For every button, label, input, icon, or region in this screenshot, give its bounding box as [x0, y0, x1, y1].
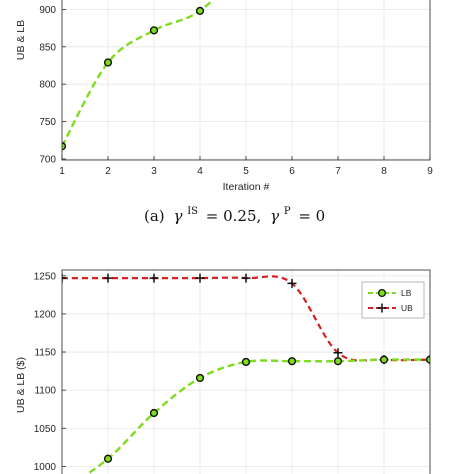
top-x-tick-label: 5	[243, 166, 249, 177]
bottom-y-tick-label: 1000	[34, 462, 57, 473]
bottom-y-tick-label: 1250	[34, 271, 57, 282]
top-y-tick-label: 700	[39, 155, 56, 166]
top-lb-point	[195, 6, 205, 15]
caption-superscript-1: IS	[187, 206, 198, 217]
legend-ub-label: UB	[401, 303, 413, 313]
caption-gamma-2: γ	[270, 207, 279, 225]
top-chart: 1 2 3 4 5 6 7 8 9 700 750 800 850 900 Iteration # UB …	[15, 0, 433, 225]
legend-box	[361, 281, 425, 319]
bottom-ub-point	[333, 348, 343, 358]
top-x-tick-label: 2	[105, 166, 111, 177]
top-x-axis-label: Iteration #	[223, 181, 270, 193]
top-y-tick-label: 900	[39, 5, 56, 16]
legend: LB UB	[361, 281, 425, 319]
top-lb-point	[103, 58, 113, 67]
bottom-plot-frame	[61, 269, 431, 474]
caption-value-2: = 0	[298, 207, 325, 225]
legend-lb-marker	[377, 288, 387, 298]
top-lb-line	[62, 0, 215, 147]
bottom-y-tick-label: 1150	[34, 348, 56, 359]
bottom-chart: 1000 1050 1100 1150 1200 1250 UB & LB ($) LB …	[15, 269, 431, 474]
top-x-tick-label: 3	[151, 166, 157, 177]
top-caption: (a) γ IS = 0.25, γ P = 0	[144, 200, 325, 225]
top-y-axis-label: UB & LB	[15, 20, 27, 60]
bottom-y-tick-label: 1050	[34, 424, 57, 435]
top-ticks: 1 2 3 4 5 6 7 8 9 700 750 800 850 900	[39, 5, 433, 177]
caption-value-1: = 0.25,	[206, 207, 262, 225]
top-x-tick-label: 9	[427, 166, 433, 177]
top-y-tick-label: 750	[39, 117, 56, 128]
caption-prefix: (a)	[144, 207, 165, 225]
bottom-lb-point	[425, 355, 430, 364]
bottom-ub-point	[103, 273, 113, 283]
bottom-lb-point	[287, 357, 297, 366]
top-x-tick-label: 1	[59, 166, 65, 177]
bottom-lb-point	[103, 454, 113, 463]
bottom-ub-point	[149, 273, 159, 283]
bottom-ub-point	[241, 273, 251, 283]
caption-superscript-2: P	[284, 206, 291, 217]
bottom-ub-point	[62, 273, 67, 283]
top-y-tick-label: 800	[39, 80, 56, 91]
bottom-series	[62, 273, 430, 474]
caption-gamma-1: γ	[173, 207, 182, 225]
top-x-tick-label: 8	[381, 166, 387, 177]
bottom-y-tick-label: 1100	[34, 386, 56, 397]
top-series	[62, 0, 215, 151]
bottom-y-tick-label: 1200	[34, 309, 57, 320]
bottom-lb-point	[379, 355, 389, 364]
top-x-tick-label: 7	[335, 166, 341, 177]
bottom-lb-point	[241, 357, 251, 367]
bottom-ub-point	[195, 273, 205, 283]
top-lb-point	[62, 142, 67, 151]
bottom-ticks: 1000 1050 1100 1150 1200 1250	[34, 271, 66, 473]
bottom-lb-point	[195, 373, 205, 383]
top-x-tick-label: 6	[289, 166, 295, 177]
bottom-lb-point	[149, 408, 159, 418]
bottom-ub-point	[287, 278, 297, 288]
top-y-tick-label: 850	[39, 42, 56, 53]
legend-lb-label: LB	[401, 288, 412, 298]
top-lb-point	[149, 26, 159, 35]
bottom-lb-point	[333, 357, 343, 366]
legend-ub-marker	[377, 303, 387, 313]
bottom-y-axis-label: UB & LB ($)	[15, 357, 27, 413]
top-x-tick-label: 4	[197, 166, 203, 177]
